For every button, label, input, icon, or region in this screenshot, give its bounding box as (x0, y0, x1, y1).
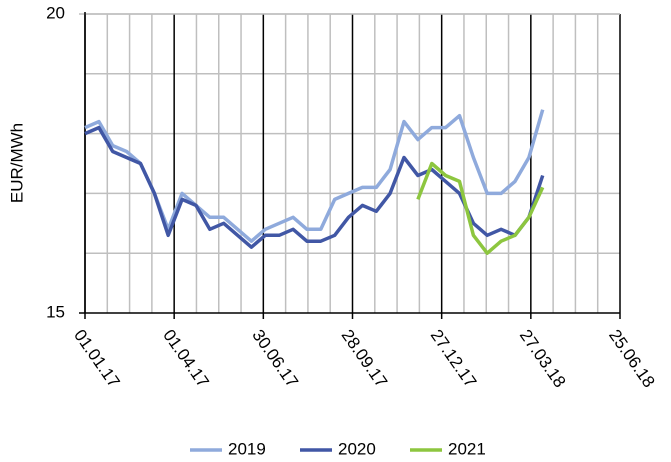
x-tick-label: 27.03.18 (516, 326, 570, 391)
legend-label: 2021 (448, 439, 486, 458)
y-axis-label: EUR/MWh (7, 123, 26, 203)
x-tick-label: 27.12.17 (427, 326, 481, 391)
x-tick-label: 28.09.17 (338, 326, 392, 391)
y-tick-label: 15 (46, 302, 65, 321)
y-tick-label: 20 (46, 3, 65, 22)
series-line (416, 161, 545, 255)
x-tick-label: 30.06.17 (248, 326, 302, 391)
legend-label: 2020 (338, 439, 376, 458)
legend-label: 2019 (228, 439, 266, 458)
x-tick-label: 01.01.17 (70, 326, 124, 391)
x-tick-label: 25.06.18 (605, 326, 659, 391)
x-tick-label: 01.04.17 (159, 326, 213, 391)
